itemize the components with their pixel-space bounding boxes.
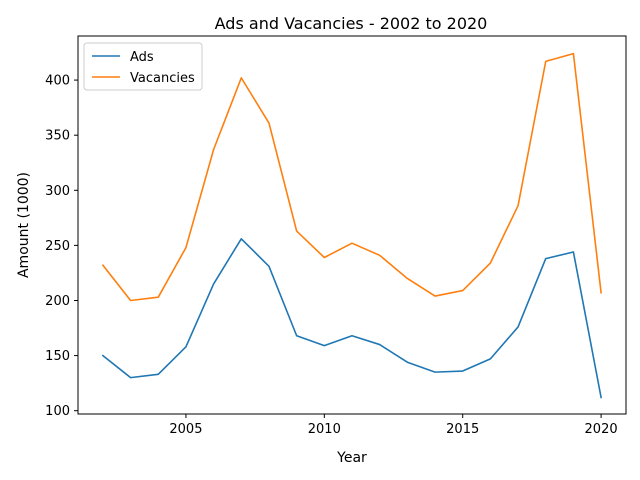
series-line-vacancies (101, 52, 602, 302)
y-tick-label-250: 250 (45, 239, 70, 254)
y-axis: 100 150 200 250 300 350 400 (45, 74, 78, 419)
y-tick-label-200: 200 (45, 294, 70, 309)
plot-border (77, 35, 627, 415)
legend-label-ads: Ads (130, 50, 154, 65)
x-tick-label-2020: 2020 (585, 422, 618, 437)
y-tick-label-350: 350 (45, 129, 70, 144)
x-tick-label-2005: 2005 (169, 422, 202, 437)
y-tick-label-150: 150 (45, 349, 70, 364)
legend: Ads Vacancies (83, 42, 203, 91)
series-layer (101, 52, 603, 399)
x-tick-label-2010: 2010 (308, 422, 341, 437)
y-axis-label: Amount (1000) (16, 172, 32, 278)
y-tick-label-100: 100 (45, 404, 70, 419)
y-tick-label-400: 400 (45, 74, 70, 89)
legend-box (83, 42, 203, 91)
x-axis-label: Year (336, 450, 367, 466)
y-tick-label-300: 300 (45, 184, 70, 199)
legend-label-vacancies: Vacancies (130, 71, 195, 86)
x-tick-label-2015: 2015 (446, 422, 479, 437)
plot-area (77, 35, 627, 415)
x-axis: 2005 2010 2015 2020 (169, 414, 618, 437)
chart-title: Ads and Vacancies - 2002 to 2020 (215, 14, 488, 33)
series-line-ads (101, 237, 603, 399)
